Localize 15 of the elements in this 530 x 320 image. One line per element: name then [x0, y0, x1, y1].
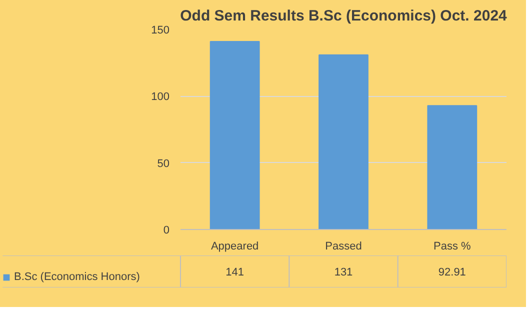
- data-label: 92.91: [438, 266, 466, 278]
- x-tick-label: Passed: [325, 240, 362, 252]
- chart-title: Odd Sem Results B.Sc (Economics) Oct. 2024: [180, 8, 508, 24]
- bar: [427, 105, 478, 230]
- x-tick-label: Appeared: [210, 240, 259, 252]
- legend-label: B.Sc (Economics Honors): [14, 271, 140, 283]
- data-label: 131: [334, 266, 353, 278]
- y-tick-label: 0: [163, 224, 170, 236]
- bar: [318, 54, 368, 230]
- x-tick-label: Pass %: [434, 240, 472, 252]
- y-tick-label: 50: [157, 158, 170, 170]
- y-tick-label: 150: [151, 24, 170, 36]
- bar: [210, 41, 260, 230]
- data-label: 141: [226, 266, 244, 278]
- y-tick-label: 100: [151, 91, 170, 104]
